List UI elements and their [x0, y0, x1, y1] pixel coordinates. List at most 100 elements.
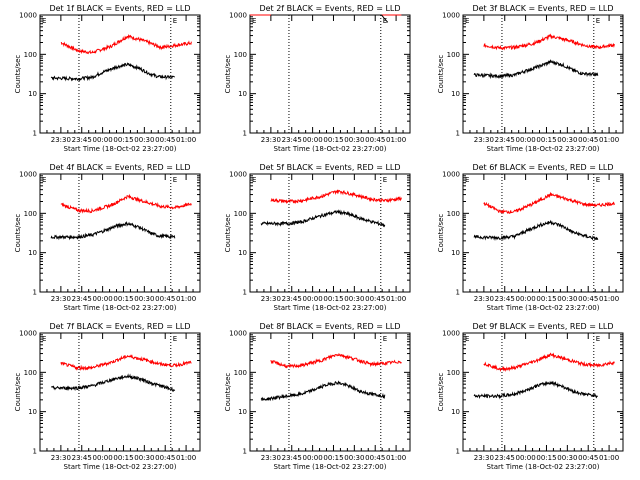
lld-rate-line	[270, 189, 402, 205]
plot-frame	[39, 173, 201, 293]
x-axis-label: Start Time (18-Oct-02 23:27:00)	[487, 304, 600, 312]
y-tick-label: 1	[33, 448, 37, 456]
x-tick-label: 23:45	[72, 295, 92, 303]
panel-title: Det 3f BLACK = Events, RED = LLD	[472, 4, 613, 13]
event-rate-line	[260, 209, 386, 228]
x-tick-label: 00:00	[516, 136, 536, 144]
x-tick-label: 00:15	[536, 295, 556, 303]
y-tick-label: 100	[447, 210, 460, 218]
plot-frame	[249, 173, 411, 293]
x-tick-label: 23:30	[261, 454, 281, 462]
y-tick-label: 1000	[442, 330, 460, 338]
x-tick-label: 00:30	[557, 295, 577, 303]
event-rate-line	[473, 219, 599, 241]
x-tick-label: 00:45	[155, 136, 175, 144]
y-tick-label: 1000	[442, 171, 460, 179]
x-tick-label: 23:30	[51, 295, 71, 303]
x-tick-label: 00:15	[323, 454, 343, 462]
y-tick-label: 1	[456, 130, 460, 138]
x-axis-label: Start Time (18-Oct-02 23:27:00)	[487, 463, 600, 471]
x-tick-label: 00:45	[155, 295, 175, 303]
panel-det-9: Det 9f BLACK = Events, RED = LLD 1 10 100 10…	[437, 322, 624, 471]
x-tick-label: 00:15	[536, 136, 556, 144]
plot-frame	[249, 14, 411, 134]
event-marker-label: E	[596, 17, 600, 25]
x-tick-label: 00:30	[344, 136, 364, 144]
y-tick-label: 1	[456, 289, 460, 297]
event-marker-label: E	[252, 176, 256, 184]
event-rate-line	[270, 14, 389, 23]
event-marker-label: E	[42, 176, 46, 184]
x-tick-label: 00:30	[134, 454, 154, 462]
x-tick-label: 00:45	[365, 136, 385, 144]
panel-title: Det 7f BLACK = Events, RED = LLD	[49, 322, 190, 331]
event-marker-label: E	[252, 335, 256, 343]
x-tick-label: 23:30	[474, 454, 494, 462]
event-marker-label: E	[383, 17, 387, 25]
y-tick-label: 1	[243, 289, 247, 297]
plot-frame	[249, 332, 411, 452]
plot-frame	[462, 14, 624, 134]
x-tick-label: 23:30	[474, 295, 494, 303]
y-axis-label: Counts/sec	[224, 373, 232, 412]
x-tick-label: 00:45	[365, 454, 385, 462]
panel-det-7: Det 7f BLACK = Events, RED = LLD 1 10 100 10…	[14, 322, 201, 471]
y-tick-label: 10	[451, 408, 460, 416]
x-tick-label: 00:15	[536, 454, 556, 462]
x-tick-label: 00:00	[93, 295, 113, 303]
lld-rate-line	[60, 193, 192, 214]
x-axis-label: Start Time (18-Oct-02 23:27:00)	[274, 463, 387, 471]
event-marker-label: E	[465, 335, 469, 343]
event-marker-label: E	[596, 335, 600, 343]
panel-title: Det 6f BLACK = Events, RED = LLD	[472, 163, 613, 172]
x-tick-label: 00:00	[303, 295, 323, 303]
y-tick-label: 100	[447, 51, 460, 59]
y-tick-label: 1000	[19, 330, 37, 338]
event-marker-label: E	[252, 17, 256, 25]
y-tick-label: 100	[234, 51, 247, 59]
x-tick-label: 00:30	[344, 295, 364, 303]
y-tick-label: 1	[33, 289, 37, 297]
panel-title: Det 2f BLACK = Events, RED = LLD	[259, 4, 400, 13]
x-tick-label: 00:45	[578, 295, 598, 303]
x-tick-label: 01:00	[599, 454, 619, 462]
x-tick-label: 00:15	[113, 295, 133, 303]
y-tick-label: 100	[234, 369, 247, 377]
y-tick-label: 100	[447, 369, 460, 377]
x-tick-label: 23:30	[474, 136, 494, 144]
x-tick-label: 23:45	[495, 295, 515, 303]
y-tick-label: 1	[33, 130, 37, 138]
y-tick-label: 10	[238, 408, 247, 416]
lld-rate-line	[60, 33, 192, 55]
plot-frame	[462, 173, 624, 293]
y-tick-label: 1000	[229, 12, 247, 20]
x-tick-label: 23:45	[495, 136, 515, 144]
x-tick-label: 00:15	[323, 295, 343, 303]
y-tick-label: 1	[243, 448, 247, 456]
event-marker-label: E	[42, 335, 46, 343]
x-tick-label: 00:45	[155, 454, 175, 462]
y-axis-label: Counts/sec	[224, 55, 232, 94]
panel-title: Det 8f BLACK = Events, RED = LLD	[259, 322, 400, 331]
y-tick-label: 1000	[229, 171, 247, 179]
lld-rate-line	[60, 354, 192, 372]
x-tick-label: 23:45	[282, 295, 302, 303]
x-tick-label: 00:15	[323, 136, 343, 144]
x-tick-label: 00:45	[365, 295, 385, 303]
x-tick-label: 23:30	[51, 454, 71, 462]
x-tick-label: 00:00	[303, 136, 323, 144]
x-tick-label: 01:00	[386, 295, 406, 303]
lld-rate-line	[483, 33, 615, 51]
y-tick-label: 1000	[229, 330, 247, 338]
event-marker-label: E	[383, 335, 387, 343]
panel-det-2: Det 2f BLACK = Events, RED = LLD 1 10 100 10…	[224, 4, 411, 153]
x-tick-label: 23:45	[72, 454, 92, 462]
x-tick-label: 00:15	[113, 454, 133, 462]
x-axis-label: Start Time (18-Oct-02 23:27:00)	[487, 145, 600, 153]
y-tick-label: 1000	[19, 12, 37, 20]
event-rate-line	[50, 62, 175, 82]
y-axis-label: Counts/sec	[224, 214, 232, 253]
y-tick-label: 10	[451, 249, 460, 257]
event-marker-label: E	[173, 17, 177, 25]
x-tick-label: 00:30	[557, 454, 577, 462]
